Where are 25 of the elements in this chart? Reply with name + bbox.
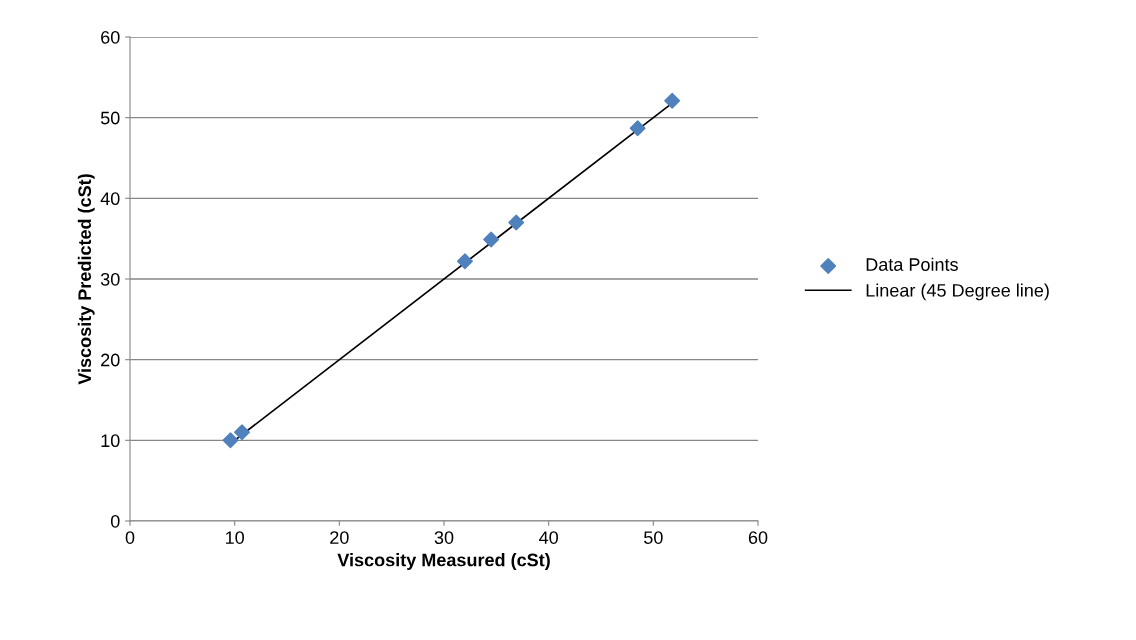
point: [483, 231, 500, 248]
x-tick-label: 40: [539, 531, 558, 544]
y-tick-label: 10: [101, 434, 120, 448]
point: [629, 120, 646, 137]
y-axis-title: Viscosity Predicted (cSt): [77, 174, 95, 385]
y-tick-label: 50: [100, 111, 120, 125]
legend-label: Linear (45 Degree line): [866, 283, 1049, 301]
y-tick-label: 40: [100, 192, 120, 206]
x-tick-label: 60: [748, 531, 768, 544]
point: [664, 92, 681, 109]
point: [222, 432, 239, 449]
y-tick-label: 20: [101, 353, 120, 367]
x-tick-label: 20: [330, 531, 349, 544]
x-tick-label: 50: [644, 531, 663, 544]
point: [456, 253, 473, 270]
y-tick-label: 60: [101, 30, 120, 44]
x-tick-label: 30: [434, 531, 454, 544]
legend-label: Data Points: [866, 257, 958, 271]
x-tick-label: 10: [226, 531, 244, 544]
y-tick-label: 0: [110, 514, 120, 528]
x-tick-label: 0: [125, 531, 135, 544]
y-tick-label: 30: [100, 272, 120, 286]
point: [508, 214, 525, 231]
x-axis-title: Viscosity Measured (cSt): [337, 553, 550, 570]
point: [234, 424, 250, 441]
